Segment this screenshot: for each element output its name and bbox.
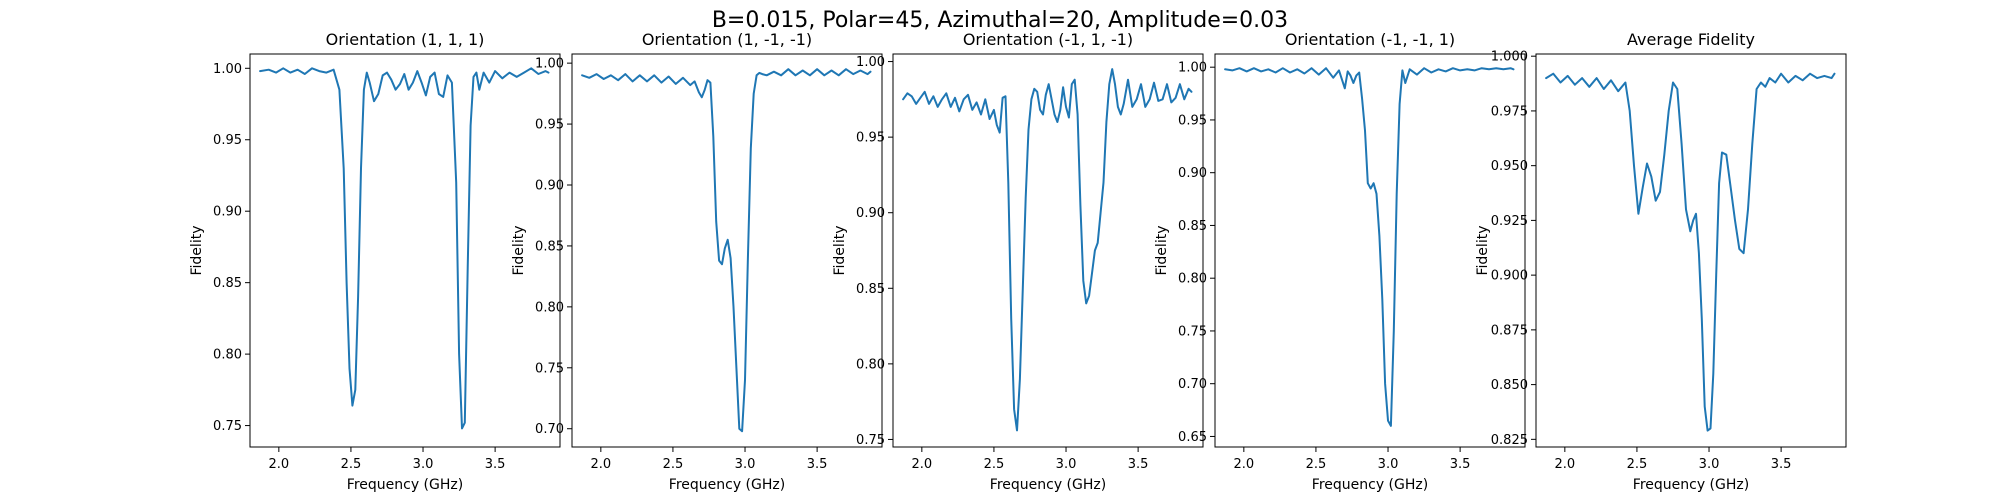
figure-title: B=0.015, Polar=45, Azimuthal=20, Amplitu… <box>712 8 1288 33</box>
y-tick-label: 0.75 <box>535 361 564 376</box>
y-axis-label: Fidelity <box>1154 226 1170 276</box>
x-tick-label: 2.5 <box>663 457 684 472</box>
axes-frame <box>892 53 1204 448</box>
y-tick-label: 0.70 <box>535 422 564 437</box>
y-tick-label: 0.85 <box>856 282 885 297</box>
subplot-3: 2.0 2.5 3.0 3.5 0.75 0.80 0.85 0.90 0.95 1.00 Orie… <box>832 30 1204 493</box>
subplot-2: 2.0 2.5 3.0 3.5 0.70 0.75 0.80 0.85 0.90 0.95 1.00… <box>511 30 883 493</box>
x-tick-label: 2.5 <box>1306 457 1327 472</box>
x-tick-label: 2.5 <box>1627 457 1648 472</box>
axes-frame <box>249 53 561 448</box>
subplot-title: Orientation (1, 1, 1) <box>326 30 485 49</box>
subplot-title: Orientation (-1, 1, -1) <box>963 30 1133 49</box>
y-tick-label: 0.85 <box>535 239 564 254</box>
y-tick-label: 0.80 <box>213 348 242 363</box>
y-tick-label: 1.00 <box>213 62 242 77</box>
x-axis-label: Frequency (GHz) <box>990 477 1106 493</box>
subplot-4: 2.0 2.5 3.0 3.5 0.65 0.70 0.75 0.80 0.85 0.90 0.95… <box>1154 30 1526 493</box>
x-tick-label: 3.5 <box>485 457 506 472</box>
y-tick-label: 0.70 <box>1178 377 1207 392</box>
y-tick-label: 1.000 <box>1491 50 1528 65</box>
x-tick-label: 2.5 <box>341 457 362 472</box>
y-tick-label: 1.00 <box>535 57 564 72</box>
x-tick-label: 3.0 <box>1056 457 1077 472</box>
x-tick-label: 2.0 <box>1233 457 1254 472</box>
axes-frame <box>1535 53 1847 448</box>
x-axis-label: Frequency (GHz) <box>347 477 463 493</box>
series-line <box>581 68 872 433</box>
y-axis-label: Fidelity <box>189 226 205 276</box>
y-tick-label: 0.75 <box>213 419 242 434</box>
y-tick-label: 0.95 <box>1178 113 1207 128</box>
y-tick-label: 0.95 <box>535 118 564 133</box>
y-tick-label: 0.80 <box>856 357 885 372</box>
y-tick-label: 0.90 <box>1178 166 1207 181</box>
x-tick-label: 3.0 <box>1699 457 1720 472</box>
x-tick-label: 3.5 <box>1450 457 1471 472</box>
y-tick-label: 0.80 <box>535 300 564 315</box>
series-line <box>902 68 1193 432</box>
x-axis-label: Frequency (GHz) <box>1312 477 1428 493</box>
y-tick-label: 0.900 <box>1491 269 1528 284</box>
subplot-1: 2.0 2.5 3.0 3.5 0.75 0.80 0.85 0.90 0.95 1.00 Orie… <box>189 30 561 493</box>
axes-frame <box>571 53 883 448</box>
y-tick-label: 0.80 <box>1178 272 1207 287</box>
y-tick-label: 0.95 <box>856 131 885 146</box>
y-tick-label: 0.950 <box>1491 159 1528 174</box>
x-axis-label: Frequency (GHz) <box>1633 477 1749 493</box>
y-tick-label: 0.95 <box>213 133 242 148</box>
axes-frame <box>1214 53 1526 448</box>
y-tick-label: 0.85 <box>1178 219 1207 234</box>
y-axis-label: Fidelity <box>832 226 848 276</box>
x-tick-label: 3.5 <box>807 457 828 472</box>
y-axis-label: Fidelity <box>1475 226 1491 276</box>
y-tick-label: 0.925 <box>1491 214 1528 229</box>
x-tick-label: 3.5 <box>1128 457 1149 472</box>
x-tick-label: 2.0 <box>1554 457 1575 472</box>
y-tick-label: 0.85 <box>213 276 242 291</box>
y-tick-label: 0.975 <box>1491 104 1528 119</box>
y-tick-label: 0.850 <box>1491 378 1528 393</box>
x-tick-label: 2.5 <box>984 457 1005 472</box>
series-line <box>1545 72 1836 432</box>
y-tick-label: 0.875 <box>1491 323 1528 338</box>
x-tick-label: 3.0 <box>1378 457 1399 472</box>
x-tick-label: 3.0 <box>413 457 434 472</box>
x-tick-label: 2.0 <box>268 457 289 472</box>
y-tick-label: 0.75 <box>856 433 885 448</box>
y-tick-label: 1.00 <box>1178 61 1207 76</box>
y-tick-label: 1.00 <box>856 55 885 70</box>
y-tick-label: 0.825 <box>1491 433 1528 448</box>
subplot-title: Orientation (1, -1, -1) <box>642 30 812 49</box>
subplots: 2.0 2.5 3.0 3.5 0.75 0.80 0.85 0.90 0.95 1.00 Orie… <box>189 30 1847 493</box>
x-tick-label: 2.0 <box>911 457 932 472</box>
y-tick-label: 0.90 <box>535 179 564 194</box>
subplot-5: 2.0 2.5 3.0 3.5 0.825 0.850 0.875 0.900 0.925 0.9… <box>1475 30 1847 493</box>
series-line <box>259 67 550 430</box>
y-tick-label: 0.75 <box>1178 324 1207 339</box>
y-axis-label: Fidelity <box>511 226 527 276</box>
subplot-title: Orientation (-1, -1, 1) <box>1285 30 1455 49</box>
x-tick-label: 3.5 <box>1771 457 1792 472</box>
y-tick-label: 0.90 <box>856 206 885 221</box>
x-tick-label: 2.0 <box>590 457 611 472</box>
subplot-title: Average Fidelity <box>1627 30 1755 49</box>
y-tick-label: 0.65 <box>1178 430 1207 445</box>
y-tick-label: 0.90 <box>213 205 242 220</box>
x-tick-label: 3.0 <box>735 457 756 472</box>
x-axis-label: Frequency (GHz) <box>669 477 785 493</box>
series-line <box>1224 67 1515 427</box>
